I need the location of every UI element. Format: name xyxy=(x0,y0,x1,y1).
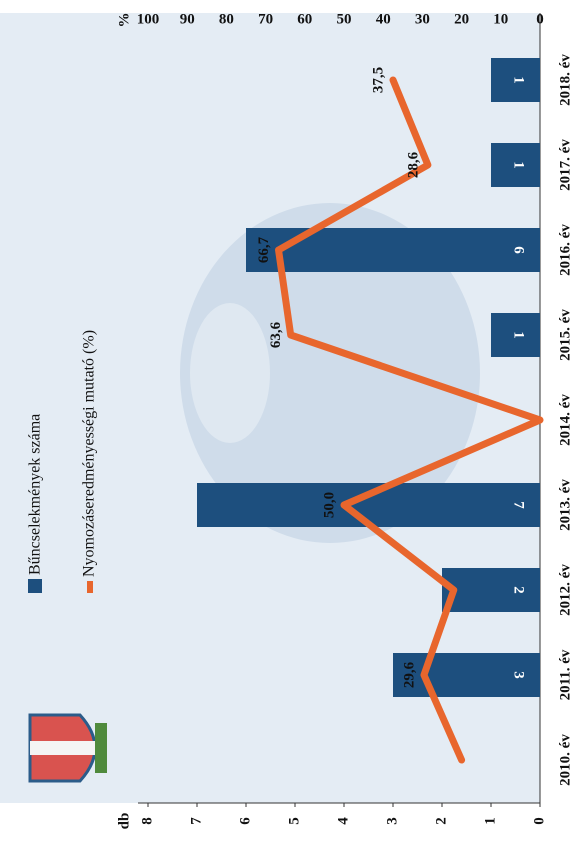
bar xyxy=(491,143,540,187)
y-axis-label: db xyxy=(116,813,132,830)
y2-tick-label: 30 xyxy=(415,11,430,27)
y-tick-label: 2 xyxy=(433,817,449,825)
value-label: 50,0 xyxy=(321,492,337,518)
y2-tick-label: 60 xyxy=(297,11,312,27)
bar-label: 1 xyxy=(511,76,527,84)
y-tick-label: 8 xyxy=(139,817,155,825)
y-tick-label: 5 xyxy=(286,817,302,825)
bar xyxy=(246,228,540,272)
bar xyxy=(491,313,540,357)
value-label: 29,6 xyxy=(401,661,417,688)
bar xyxy=(442,568,540,612)
y2-tick-label: 40 xyxy=(376,11,391,27)
value-label: 63,6 xyxy=(268,321,284,348)
y2-tick-label: 20 xyxy=(454,11,469,27)
x-tick-label: 2017. év xyxy=(557,139,573,191)
value-label: 37,5 xyxy=(370,67,386,93)
y2-tick-label: 90 xyxy=(180,11,195,27)
line xyxy=(275,76,544,764)
x-tick-label: 2011. év xyxy=(557,649,573,700)
rotated-chart: 0123456780102030405060708090100db%2010. … xyxy=(0,11,573,829)
bar-label: 2 xyxy=(511,586,527,594)
bar xyxy=(197,483,540,527)
bar-label: 6 xyxy=(511,246,527,254)
y2-tick-label: 80 xyxy=(219,11,234,27)
logo xyxy=(28,713,107,783)
bar-label: 1 xyxy=(511,161,527,169)
y-tick-label: 0 xyxy=(531,817,547,825)
bar-label: 1 xyxy=(511,331,527,339)
x-tick-label: 2014. év xyxy=(557,394,573,446)
x-tick-label: 2016. év xyxy=(557,224,573,276)
legend-label: Bűncselekmények száma xyxy=(27,414,44,575)
x-tick-label: 2010. év xyxy=(557,734,573,786)
y-tick-label: 7 xyxy=(188,817,204,825)
bar-label: 7 xyxy=(511,501,527,509)
y2-tick-label: 100 xyxy=(137,11,160,27)
background-building xyxy=(190,303,270,443)
y2-tick-label: 70 xyxy=(258,11,273,27)
y-tick-label: 1 xyxy=(482,817,498,825)
value-label: 28,6 xyxy=(405,151,421,178)
bar xyxy=(491,58,540,102)
y-tick-label: 3 xyxy=(384,817,400,825)
y2-tick-label: 50 xyxy=(337,11,352,27)
legend-label: Nyomozáseredményességi mutató (%) xyxy=(81,330,98,577)
background-building xyxy=(180,203,480,543)
x-tick-label: 2012. év xyxy=(557,564,573,616)
x-tick-label: 2015. év xyxy=(557,309,573,361)
y-tick-label: 6 xyxy=(237,817,253,825)
logo-ribbon xyxy=(95,723,107,773)
value-label: 66,7 xyxy=(256,236,272,263)
y-tick-label: 4 xyxy=(335,817,351,825)
y2-tick-label: 0 xyxy=(536,11,544,27)
x-tick-label: 2018. év xyxy=(557,54,573,106)
legend-swatch xyxy=(28,579,42,593)
logo-stripe xyxy=(30,741,100,755)
x-tick-label: 2013. év xyxy=(557,479,573,531)
y2-tick-label: 10 xyxy=(493,11,508,27)
bar-label: 3 xyxy=(511,671,527,679)
y2-axis-label: % xyxy=(116,13,132,28)
